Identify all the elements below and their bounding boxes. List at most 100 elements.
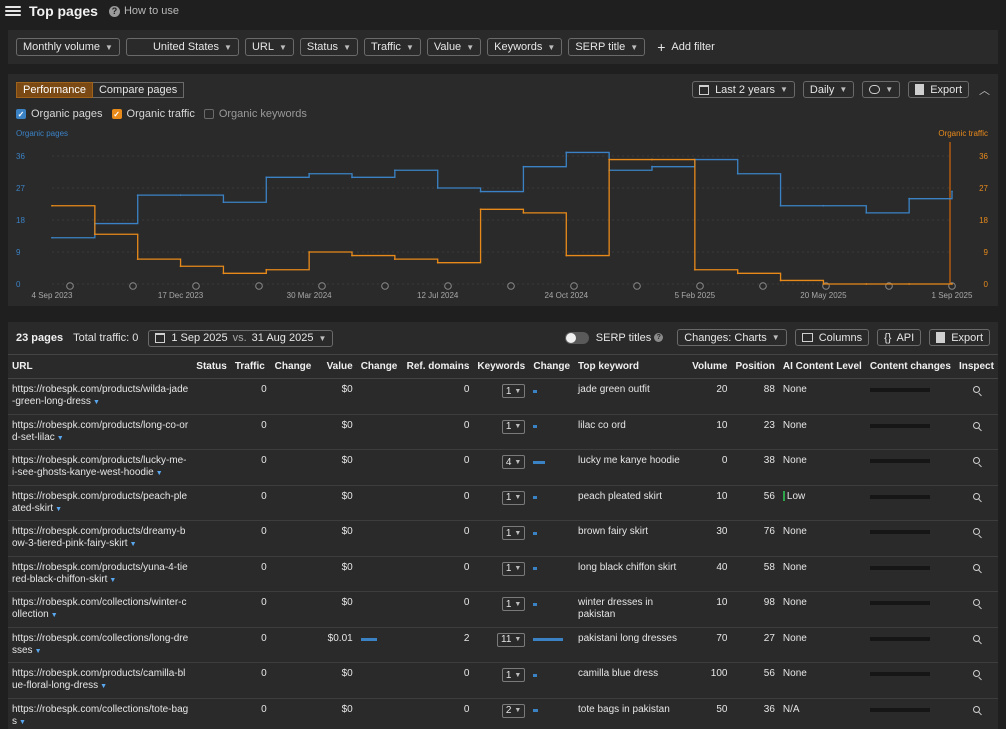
caret-down-icon[interactable]: ▼ xyxy=(50,612,58,619)
date-compare-select[interactable]: 1 Sep 2025 vs. 31 Aug 2025 ▼ xyxy=(148,329,334,347)
inspect-search-icon[interactable] xyxy=(972,492,980,500)
inspect-search-icon[interactable] xyxy=(972,457,980,464)
filter-country[interactable]: United States ▼ xyxy=(125,38,239,56)
keywords-dropdown[interactable]: 1 ▼ xyxy=(501,597,526,611)
keywords-dropdown[interactable]: 1 ▼ xyxy=(501,490,526,505)
inspect-search-icon[interactable] xyxy=(972,386,980,393)
annotations-button[interactable]: ▼ xyxy=(862,81,901,98)
ref-domains-link[interactable]: 0 xyxy=(402,520,474,557)
ref-domains-link[interactable]: 0 xyxy=(402,698,474,729)
chart-export-button[interactable]: Export xyxy=(908,81,969,98)
legend-organic-keywords[interactable]: Organic keywords xyxy=(203,108,307,120)
inspect-search-icon[interactable] xyxy=(972,670,980,677)
col-status[interactable]: Status xyxy=(192,354,231,379)
caret-down-icon[interactable]: ▼ xyxy=(92,399,100,406)
legend-organic-pages[interactable]: ✓ Organic pages xyxy=(16,108,103,120)
filter-keywords[interactable]: Keywords ▼ xyxy=(487,38,563,56)
page-url-link[interactable]: https://robespk.com/products/peach-pleat… xyxy=(12,490,188,514)
granularity-select[interactable]: Daily ▼ xyxy=(802,81,855,98)
col-content-changes[interactable]: Content changes xyxy=(865,354,955,379)
top-keyword-link[interactable]: tote bags in pakistan xyxy=(574,698,689,729)
page-url-link[interactable]: https://robespk.com/collections/winter-c… xyxy=(12,597,187,620)
tab-performance[interactable]: Performance xyxy=(16,82,93,98)
top-keyword-link[interactable]: jade green outfit xyxy=(574,378,689,415)
inspect-search-icon[interactable] xyxy=(972,634,980,642)
ref-domains-link[interactable]: 0 xyxy=(402,485,474,521)
ref-domains-link[interactable]: 2 xyxy=(402,627,474,663)
tab-compare-pages[interactable]: Compare pages xyxy=(92,82,185,98)
page-url-link[interactable]: https://robespk.com/collections/tote-bag… xyxy=(12,703,189,727)
caret-down-icon[interactable]: ▼ xyxy=(19,718,26,726)
caret-down-icon[interactable]: ▼ xyxy=(55,505,63,513)
filter-traffic[interactable]: Traffic ▼ xyxy=(363,38,421,56)
keywords-dropdown[interactable]: 1 ▼ xyxy=(501,526,526,540)
add-filter-button[interactable]: + Add filter xyxy=(657,40,715,54)
ref-domains-link[interactable]: 0 xyxy=(402,556,474,592)
col-position[interactable]: Position xyxy=(731,354,779,379)
top-keyword-link[interactable]: lucky me kanye hoodie xyxy=(574,449,689,486)
help-icon[interactable]: ? xyxy=(108,5,120,17)
caret-down-icon[interactable]: ▼ xyxy=(56,434,64,442)
top-keyword-link[interactable]: long black chiffon skirt xyxy=(574,556,689,592)
page-url-link[interactable]: https://robespk.com/products/camilla-blu… xyxy=(12,668,186,691)
ref-domains-link[interactable]: 0 xyxy=(402,449,474,486)
filter-value[interactable]: Value ▼ xyxy=(426,38,482,56)
page-url-link[interactable]: https://robespk.com/products/lucky-me-i-… xyxy=(12,455,187,478)
columns-button[interactable]: Columns xyxy=(794,329,870,346)
col-keywords[interactable]: Keywords xyxy=(473,354,530,379)
inspect-search-icon[interactable] xyxy=(972,599,980,606)
serp-titles-toggle[interactable] xyxy=(564,331,589,344)
filter-status[interactable]: Status ▼ xyxy=(299,38,358,56)
col-value-change[interactable]: Change xyxy=(356,354,403,379)
help-icon[interactable]: ? xyxy=(654,333,664,342)
page-url-link[interactable]: https://robespk.com/products/wilda-jade-… xyxy=(12,384,189,407)
top-keyword-link[interactable]: lilac co ord xyxy=(574,414,689,450)
keywords-dropdown[interactable]: 11 ▼ xyxy=(497,632,526,647)
page-url-link[interactable]: https://robespk.com/collections/long-dre… xyxy=(12,632,189,656)
inspect-search-icon[interactable] xyxy=(972,528,980,535)
keywords-dropdown[interactable]: 1 ▼ xyxy=(501,668,526,682)
col-traffic[interactable]: Traffic xyxy=(230,354,271,379)
keywords-dropdown[interactable]: 1 ▼ xyxy=(501,384,526,398)
col-volume[interactable]: Volume xyxy=(688,354,732,379)
col-traffic-change[interactable]: Change xyxy=(270,354,316,379)
keywords-dropdown[interactable]: 2 ▼ xyxy=(501,703,526,718)
col-ref-domains[interactable]: Ref. domains xyxy=(402,354,474,379)
page-url-link[interactable]: https://robespk.com/products/long-co-ord… xyxy=(12,419,189,443)
col-keywords-change[interactable]: Change xyxy=(529,354,575,379)
top-keyword-link[interactable]: pakistani long dresses xyxy=(574,627,689,663)
legend-organic-traffic[interactable]: ✓ Organic traffic xyxy=(111,108,195,120)
page-url-link[interactable]: https://robespk.com/products/yuna-4-tier… xyxy=(12,561,188,585)
col-top-keyword[interactable]: Top keyword xyxy=(574,354,689,379)
caret-down-icon[interactable]: ▼ xyxy=(155,470,163,477)
caret-down-icon[interactable]: ▼ xyxy=(34,647,42,655)
caret-down-icon[interactable]: ▼ xyxy=(129,541,137,548)
filter-monthly-volume[interactable]: Monthly volume ▼ xyxy=(16,38,120,56)
col-ai-content-level[interactable]: AI Content Level xyxy=(778,354,866,379)
filter-serp-title[interactable]: SERP title ▼ xyxy=(568,38,646,56)
inspect-search-icon[interactable] xyxy=(972,705,980,713)
caret-down-icon[interactable]: ▼ xyxy=(100,683,108,690)
caret-down-icon[interactable]: ▼ xyxy=(109,576,117,584)
top-keyword-link[interactable]: camilla blue dress xyxy=(574,662,689,699)
api-button[interactable]: {} API xyxy=(877,329,922,346)
table-export-button[interactable]: Export xyxy=(929,329,990,346)
keywords-dropdown[interactable]: 4 ▼ xyxy=(501,455,526,469)
ref-domains-link[interactable]: 0 xyxy=(402,414,474,450)
top-keyword-link[interactable]: winter dresses in pakistan xyxy=(574,591,689,628)
ref-domains-link[interactable]: 0 xyxy=(402,378,474,415)
changes-select[interactable]: Changes: Charts ▼ xyxy=(677,329,787,346)
top-keyword-link[interactable]: peach pleated skirt xyxy=(574,485,689,521)
how-to-use-link[interactable]: How to use xyxy=(123,5,179,17)
filter-url[interactable]: URL ▼ xyxy=(244,38,294,56)
period-select[interactable]: Last 2 years ▼ xyxy=(692,81,795,98)
ref-domains-link[interactable]: 0 xyxy=(402,591,474,628)
page-url-link[interactable]: https://robespk.com/products/dreamy-bow-… xyxy=(12,526,186,549)
keywords-dropdown[interactable]: 1 ▼ xyxy=(501,419,526,434)
top-keyword-link[interactable]: brown fairy skirt xyxy=(574,520,689,557)
menu-icon[interactable] xyxy=(5,5,21,17)
col-url[interactable]: URL xyxy=(8,354,193,379)
inspect-search-icon[interactable] xyxy=(972,421,980,429)
ref-domains-link[interactable]: 0 xyxy=(402,662,474,699)
collapse-icon[interactable]: ︿ xyxy=(979,84,990,97)
